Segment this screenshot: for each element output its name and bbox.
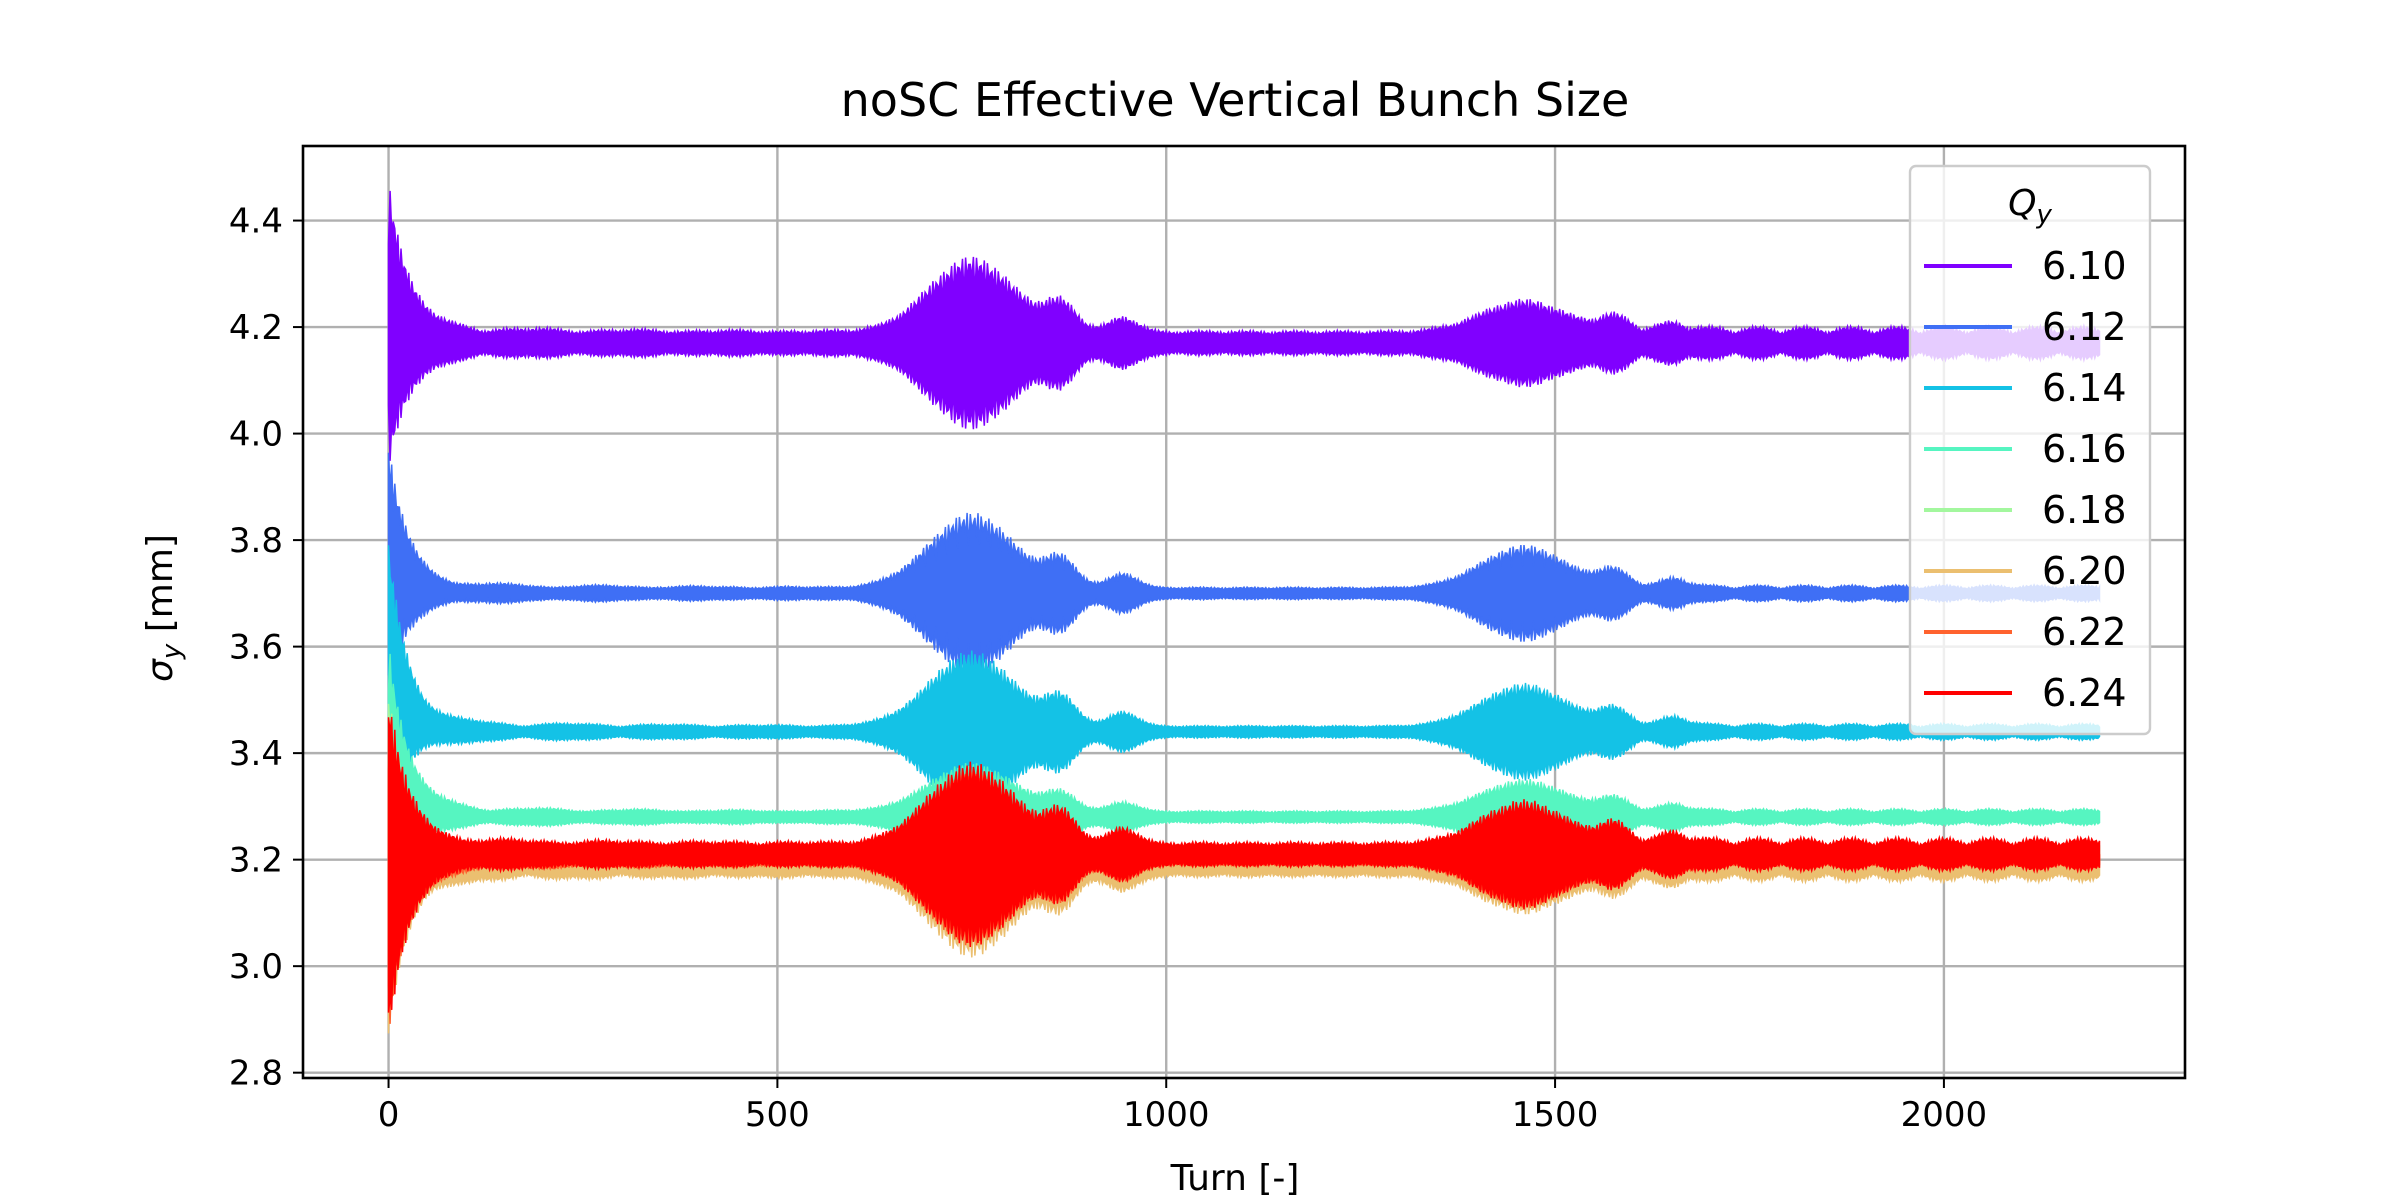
series-6.10 [387, 190, 2101, 461]
y-axis-title-subscript: y [157, 643, 187, 660]
plot-series [387, 190, 2101, 1034]
legend-label: 6.20 [2042, 549, 2127, 593]
x-tick-label: 0 [378, 1095, 400, 1135]
legend-label: 6.22 [2042, 610, 2127, 654]
legend-label: 6.10 [2042, 244, 2127, 288]
y-tick-label: 3.4 [229, 734, 283, 774]
y-tick-label: 4.0 [229, 415, 283, 455]
y-axis-title-unit: [mm] [140, 534, 181, 644]
y-tick-label: 3.6 [229, 628, 283, 668]
legend-box [1908, 164, 2152, 736]
x-tick-label: 2000 [1901, 1095, 1988, 1135]
legend-title-main: Q [2008, 183, 2036, 224]
legend-label: 6.14 [2042, 366, 2127, 410]
grid-lines [303, 146, 2185, 1078]
y-tick-label: 2.8 [229, 1054, 283, 1094]
legend: Qy 6.10 6.12 6.14 6.16 6.18 6.20 6.22 6.24 [1908, 164, 2152, 736]
y-tick-label: 3.2 [229, 841, 283, 881]
legend-label: 6.12 [2042, 305, 2127, 349]
plot-frame [301, 144, 2187, 1080]
legend-label: 6.16 [2042, 427, 2127, 471]
y-tick-label: 4.2 [229, 308, 283, 348]
y-tick-label: 4.4 [229, 202, 283, 242]
y-tick-label: 3.0 [229, 947, 283, 987]
series-6.20 [387, 739, 2101, 1034]
x-axis-title: Turn [-] [1170, 1158, 1300, 1199]
x-tick-label: 1500 [1512, 1095, 1599, 1135]
series-6.24 [387, 716, 2101, 1013]
legend-label: 6.18 [2042, 488, 2127, 532]
y-axis-title-symbol: σ [140, 658, 181, 682]
series-6.12 [387, 452, 2101, 676]
y-axis-title: σy [mm] [140, 534, 187, 682]
chart-title: noSC Effective Vertical Bunch Size [841, 73, 1630, 127]
axes: 0 500 1000 1500 2000 2.8 3.0 3.2 3.4 3.6 3.8 4.0 4.2… [229, 144, 2187, 1135]
x-tick-label: 500 [745, 1095, 810, 1135]
y-tick-label: 3.8 [229, 521, 283, 561]
legend-title: Qy [2008, 183, 2052, 230]
series-6.14 [387, 545, 2101, 814]
legend-label: 6.24 [2042, 671, 2127, 715]
legend-title-subscript: y [2035, 200, 2052, 230]
x-tick-label: 1000 [1123, 1095, 1210, 1135]
